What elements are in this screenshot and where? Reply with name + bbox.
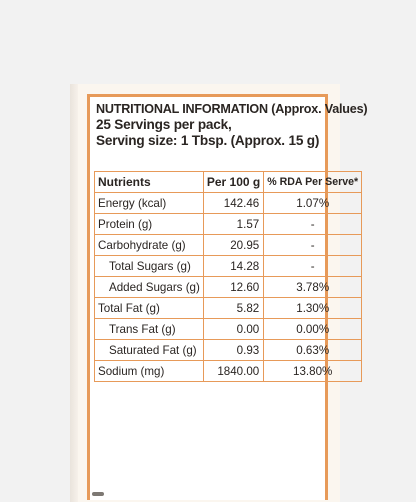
rda-value: 13.80%: [263, 360, 363, 382]
per-100g-value: 0.93: [202, 339, 265, 361]
table-row: Sodium (mg) 1840.00 13.80%: [94, 360, 363, 382]
per-100g-value: 142.46: [202, 192, 265, 214]
per-100g-value: 5.82: [202, 297, 265, 319]
table-row: Trans Fat (g) 0.00 0.00%: [94, 318, 363, 340]
per-100g-value: 12.60: [202, 276, 265, 298]
per-100g-value: 1.57: [202, 213, 265, 235]
cutoff-text-mark: [92, 492, 104, 496]
rda-value: -: [263, 234, 363, 256]
serving-size: Serving size: 1 Tbsp. (Approx. 15 g): [96, 133, 320, 148]
rda-value: 1.30%: [263, 297, 363, 319]
nutrient-name: Energy (kcal): [94, 192, 204, 214]
rda-value: 1.07%: [263, 192, 363, 214]
label-edge: [70, 84, 78, 502]
rda-value: 0.00%: [263, 318, 363, 340]
table-row: Carbohydrate (g) 20.95 -: [94, 234, 363, 256]
nutrition-panel: NUTRITIONAL INFORMATION (Approx. Values)…: [87, 94, 368, 500]
nutrient-name: Total Fat (g): [94, 297, 204, 319]
header-rda: % RDA Per Serve*: [263, 171, 363, 193]
table-row: Added Sugars (g) 12.60 3.78%: [94, 276, 363, 298]
header-nutrients: Nutrients: [94, 171, 204, 193]
nutrition-title: NUTRITIONAL INFORMATION (Approx. Values): [96, 102, 368, 116]
nutrition-header: NUTRITIONAL INFORMATION (Approx. Values)…: [90, 97, 368, 149]
per-100g-value: 0.00: [202, 318, 265, 340]
nutrition-table: Nutrients Per 100 g % RDA Per Serve* Ene…: [94, 171, 363, 382]
nutrient-name: Protein (g): [94, 213, 204, 235]
nutrient-name: Saturated Fat (g): [94, 339, 204, 361]
nutrient-name: Added Sugars (g): [94, 276, 204, 298]
table-row: Protein (g) 1.57 -: [94, 213, 363, 235]
table-row: Total Fat (g) 5.82 1.30%: [94, 297, 363, 319]
table-row: Total Sugars (g) 14.28 -: [94, 255, 363, 277]
nutrient-name: Total Sugars (g): [94, 255, 204, 277]
per-100g-value: 20.95: [202, 234, 265, 256]
table-header-row: Nutrients Per 100 g % RDA Per Serve*: [94, 171, 363, 193]
per-100g-value: 1840.00: [202, 360, 265, 382]
rda-value: 3.78%: [263, 276, 363, 298]
nutrient-name: Carbohydrate (g): [94, 234, 204, 256]
servings-per-pack: 25 Servings per pack,: [96, 117, 232, 132]
header-per-100g: Per 100 g: [202, 171, 265, 193]
table-row: Energy (kcal) 142.46 1.07%: [94, 192, 363, 214]
per-100g-value: 14.28: [202, 255, 265, 277]
rda-value: -: [263, 255, 363, 277]
table-row: Saturated Fat (g) 0.93 0.63%: [94, 339, 363, 361]
nutrient-name: Trans Fat (g): [94, 318, 204, 340]
rda-value: 0.63%: [263, 339, 363, 361]
rda-value: -: [263, 213, 363, 235]
nutrient-name: Sodium (mg): [94, 360, 204, 382]
